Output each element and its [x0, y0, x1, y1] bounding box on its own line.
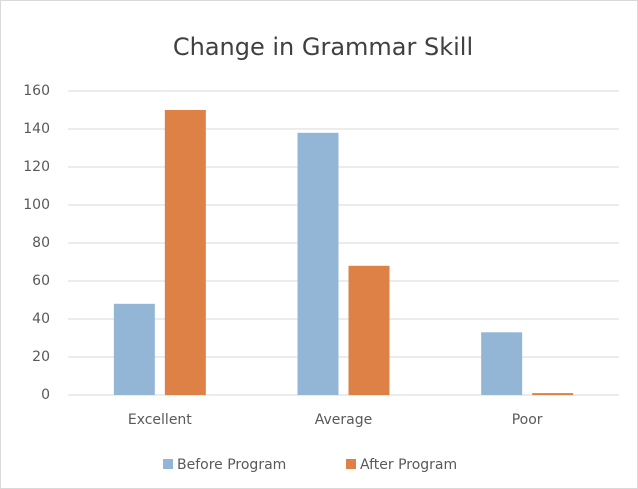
bar [532, 393, 574, 395]
y-tick-label: 120 [23, 159, 50, 175]
bar [113, 303, 155, 395]
x-tick-label: Excellent [128, 412, 192, 428]
y-tick-label: 0 [41, 387, 50, 403]
legend-label: Before Program [177, 457, 286, 473]
x-tick-label: Poor [512, 412, 543, 428]
y-tick-label: 60 [32, 273, 50, 289]
legend-swatch [163, 459, 173, 469]
y-tick-label: 100 [23, 197, 50, 213]
legend-swatch [346, 459, 356, 469]
bar [297, 132, 339, 396]
bar [481, 332, 523, 395]
bar [348, 265, 390, 395]
x-tick-label: Average [315, 412, 373, 428]
chart-title: Change in Grammar Skill [173, 33, 473, 61]
legend-label: After Program [360, 457, 457, 473]
y-tick-label: 40 [32, 311, 50, 327]
y-tick-label: 140 [23, 121, 50, 137]
bar [164, 110, 206, 395]
y-tick-label: 20 [32, 349, 50, 365]
y-tick-label: 80 [32, 235, 50, 251]
y-tick-label: 160 [23, 83, 50, 99]
